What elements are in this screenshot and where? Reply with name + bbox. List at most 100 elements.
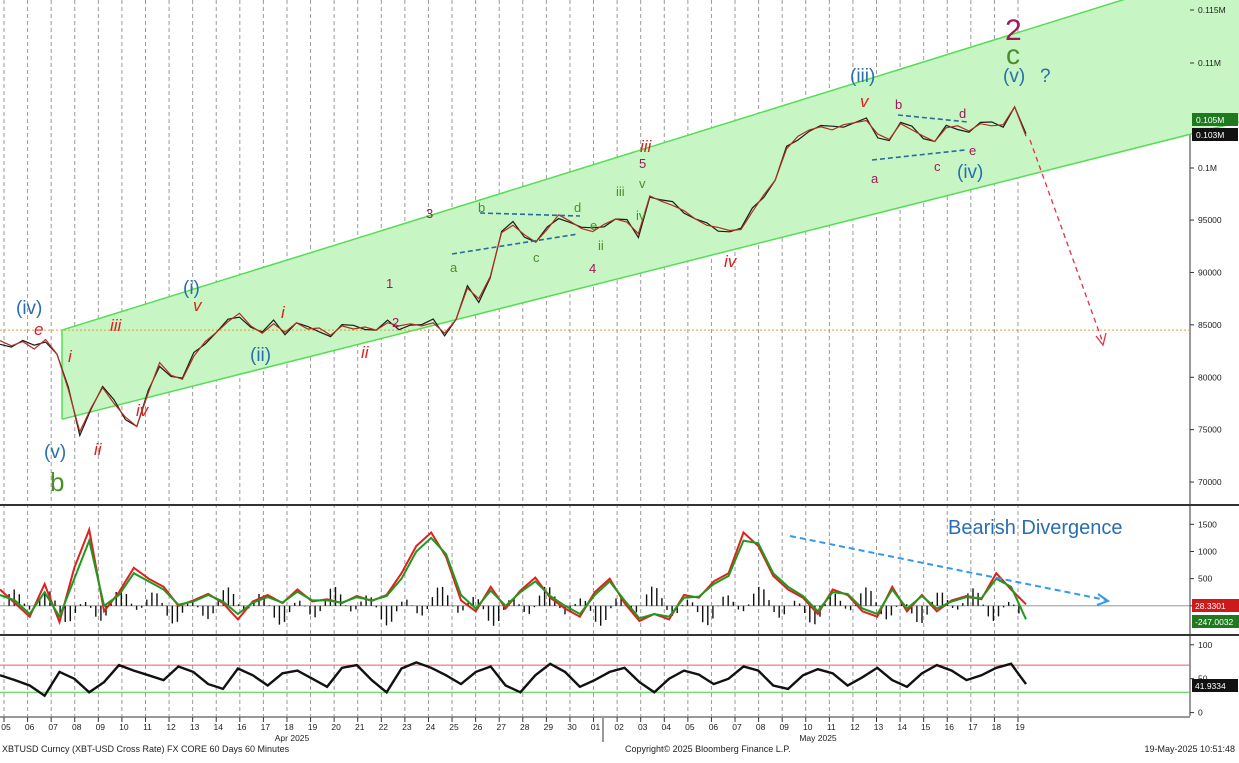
wave-label: 1: [386, 276, 393, 291]
macd-badge-label: 28.3301: [1195, 601, 1226, 611]
y-tick-label: 95000: [1198, 215, 1222, 225]
x-tick-label: 19: [1015, 722, 1025, 732]
wave-label: (iv): [957, 162, 983, 183]
x-tick-label: 13: [874, 722, 884, 732]
wave-label: e: [969, 143, 976, 158]
x-tick-label: 04: [662, 722, 672, 732]
x-tick-label: 10: [803, 722, 813, 732]
x-tick-label: 23: [402, 722, 412, 732]
wave-label: c: [533, 250, 540, 265]
x-tick-label: 14: [897, 722, 907, 732]
price-badge: [1192, 113, 1238, 126]
wave-label: v: [639, 176, 646, 191]
wave-label: 2: [392, 315, 399, 330]
x-tick-label: 16: [237, 722, 247, 732]
rsi-badge: [1192, 679, 1238, 692]
y-tick-label: 70000: [1198, 477, 1222, 487]
price-badge-label: 0.103M: [1196, 130, 1224, 140]
x-tick-label: 05: [1, 722, 11, 732]
triangle-trendline: [479, 212, 581, 217]
x-tick-label: 10: [119, 722, 129, 732]
wave-label: c: [934, 159, 941, 174]
x-tick-label: 19: [308, 722, 318, 732]
macd-y-tick-label: 1000: [1198, 546, 1217, 556]
x-tick-label: 28: [520, 722, 530, 732]
x-tick-label: 17: [261, 722, 271, 732]
wave-label: ii: [361, 343, 370, 362]
wave-label: ii: [598, 238, 604, 253]
triangle-trendline: [451, 233, 579, 255]
wave-label: (i): [183, 278, 200, 299]
month-label-apr: Apr 2025: [275, 733, 310, 743]
x-tick-label: 12: [166, 722, 176, 732]
x-tick-label: 11: [143, 722, 152, 732]
wave-label: iv: [636, 208, 646, 223]
wave-label: (iv): [16, 298, 42, 319]
x-tick-label: 21: [355, 722, 365, 732]
projection-arrowhead: [1095, 332, 1107, 347]
macd-badge: [1192, 615, 1239, 628]
wave-label: (v): [1003, 66, 1025, 87]
wave-label: v: [860, 92, 870, 111]
wave-label: ?: [1040, 66, 1051, 87]
rsi-line: [0, 661, 1027, 698]
wave-label: iii: [110, 316, 123, 335]
wave-label: e: [34, 320, 43, 339]
wave-label: (ii): [250, 345, 271, 366]
x-tick-label: 30: [567, 722, 577, 732]
wave-label: a: [871, 171, 879, 186]
macd-y-tick-label: 500: [1198, 574, 1212, 584]
x-tick-label: 09: [96, 722, 106, 732]
y-tick-label: 0.1M: [1198, 163, 1217, 173]
wave-label: 3: [426, 206, 433, 221]
y-tick-label: 0.115M: [1198, 5, 1226, 15]
projection-arrow: [1029, 139, 1103, 341]
x-tick-label: 17: [968, 722, 978, 732]
macd-badge: [1192, 599, 1239, 612]
channel-upper-line: [61, 0, 1126, 331]
wave-label: iv: [724, 252, 738, 271]
triangle-trendline: [897, 114, 969, 123]
footer-timestamp: 19-May-2025 10:51:48: [1144, 744, 1235, 754]
bearish-divergence-label: Bearish Divergence: [948, 517, 1123, 539]
y-tick-label: 80000: [1198, 372, 1222, 382]
y-tick-label: 85000: [1198, 320, 1222, 330]
x-tick-label: 20: [331, 722, 341, 732]
wave-label: iv: [136, 401, 150, 420]
y-tick-label: 90000: [1198, 267, 1222, 277]
wave-label: d: [574, 200, 581, 215]
x-tick-label: 15: [921, 722, 931, 732]
wave-label: iii: [640, 137, 653, 156]
rsi-y-tick-label: 0: [1198, 708, 1203, 718]
wave-label: (v): [44, 442, 66, 463]
x-tick-label: 22: [379, 722, 389, 732]
wave-label: iii: [616, 184, 625, 199]
channel-fill: [62, 0, 1239, 420]
wave-label: a: [450, 260, 458, 275]
rsi-y-tick-label: 100: [1198, 640, 1212, 650]
wave-label: b: [478, 200, 485, 215]
x-tick-label: 18: [992, 722, 1002, 732]
x-tick-label: 08: [756, 722, 766, 732]
wave-label: 5: [639, 156, 646, 171]
x-tick-label: 07: [732, 722, 742, 732]
macd-badge-label: -247.0032: [1195, 617, 1234, 627]
x-tick-label: 18: [284, 722, 294, 732]
divergence-arrow: [789, 535, 1107, 601]
month-label-may: May 2025: [799, 733, 837, 743]
rsi-y-tick-label: 50: [1198, 674, 1208, 684]
x-tick-label: 24: [426, 722, 436, 732]
x-tick-label: 06: [25, 722, 35, 732]
wave-label: ii: [94, 440, 103, 459]
wave-label: e: [590, 218, 597, 233]
wave-label: b: [50, 467, 64, 497]
x-tick-label: 06: [709, 722, 719, 732]
footer-copyright: Copyright© 2025 Bloomberg Finance L.P.: [625, 744, 791, 754]
x-tick-label: 29: [544, 722, 554, 732]
y-tick-label: 0.11M: [1198, 58, 1221, 68]
footer-instrument: XBTUSD Curncy (XBT-USD Cross Rate) FX CO…: [2, 744, 290, 754]
wave-label: b: [895, 97, 902, 112]
price-badge: [1192, 128, 1238, 141]
